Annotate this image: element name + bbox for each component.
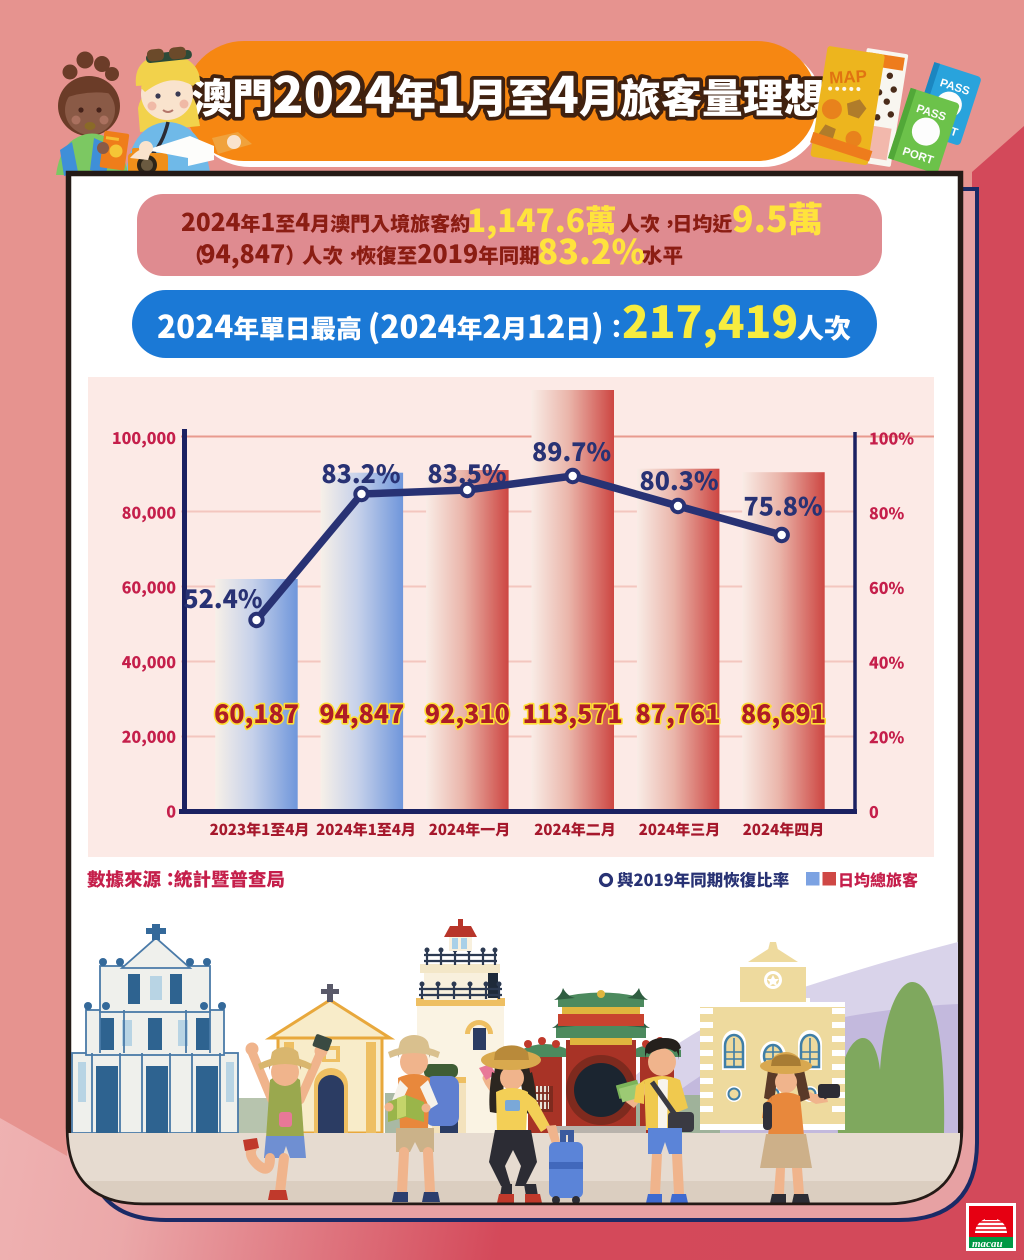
svg-text:MAP: MAP xyxy=(829,67,868,88)
svg-text:macau: macau xyxy=(972,1238,1003,1250)
